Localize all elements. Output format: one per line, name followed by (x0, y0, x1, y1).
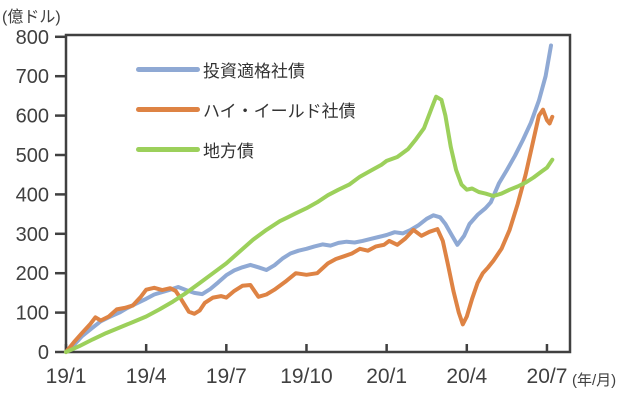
legend-label-municipal: 地方債 (203, 142, 254, 161)
x-tick-label: 19/4 (126, 365, 167, 388)
legend-label-investment-grade: 投資適格社債 (203, 62, 305, 81)
legend-label-high-yield: ハイ・イールド社債 (203, 102, 356, 121)
series-line-municipal (64, 94, 555, 354)
y-tick-label: 200 (16, 263, 49, 285)
x-tick-label: 19/10 (280, 365, 333, 388)
y-tick-label: 400 (16, 184, 49, 206)
series-line-high-yield (64, 107, 555, 354)
x-tick-label: 19/1 (46, 365, 87, 388)
series-line-investment-grade (64, 43, 553, 354)
legend-item-investment-grade: 投資適格社債 (136, 58, 356, 81)
y-tick-label: 0 (38, 342, 49, 364)
y-tick-label: 800 (16, 27, 49, 49)
y-tick-label: 300 (16, 224, 49, 246)
legend-item-high-yield: ハイ・イールド社債 (136, 98, 356, 121)
y-tick-label: 700 (16, 66, 49, 88)
y-tick-label: 500 (16, 145, 49, 167)
x-tick-label: 19/7 (206, 365, 247, 388)
legend-item-municipal: 地方債 (136, 138, 356, 161)
legend-line-swatch-municipal (136, 147, 200, 152)
y-tick-label: 100 (16, 303, 49, 325)
x-tick-label: 20/1 (366, 365, 407, 388)
x-tick-label: 20/4 (446, 365, 487, 388)
y-axis-unit-label: (億ドル) (2, 9, 61, 26)
legend-line-swatch-high-yield (136, 107, 200, 112)
legend: 投資適格社債 ハイ・イールド社債 地方債 (136, 58, 356, 161)
x-tick-label: 20/7 (527, 365, 568, 388)
x-axis-unit-label: (年/月) (572, 372, 617, 389)
y-tick-label: 600 (16, 106, 49, 128)
legend-line-swatch-investment-grade (136, 67, 200, 72)
